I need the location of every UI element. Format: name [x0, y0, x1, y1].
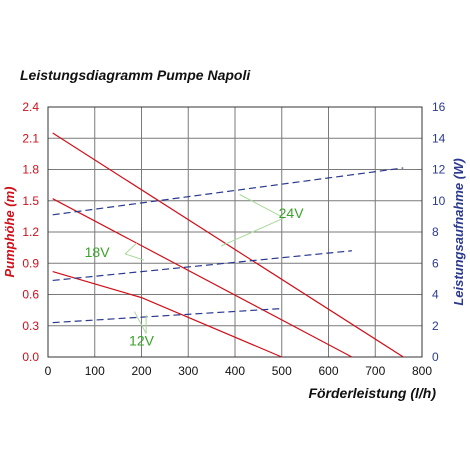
- head-curve-24v: [52, 132, 404, 358]
- head-curve-12v: [52, 271, 282, 358]
- annotation-leader-line: [124, 242, 138, 255]
- left-axis: 0.0 0.3 0.6 0.9 1.2 1.5 1.8 2.1 2.4: [22, 100, 39, 364]
- annotation-leader-line: [124, 253, 144, 261]
- x-axis-label: Förderleistung (l/h): [308, 385, 436, 401]
- annotation-leader-line: [239, 194, 285, 219]
- y-left-tick-label: 1.8: [22, 163, 39, 177]
- series-group: [52, 132, 404, 358]
- annotation-leader-line: [220, 217, 285, 247]
- power-curve-12v: [52, 307, 282, 324]
- x-tick-label: 400: [225, 364, 245, 378]
- y-left-tick-label: 1.2: [22, 225, 39, 239]
- plot-frame: [47, 106, 423, 358]
- annotation-leader-line: [134, 311, 147, 334]
- y-left-tick-label: 2.4: [22, 100, 39, 114]
- y-left-tick-label: 0.3: [22, 319, 39, 333]
- y-axis-label-left: Pumphöhe (m): [2, 187, 17, 278]
- power-curve-24v: [52, 167, 404, 216]
- y-axis-label-right: Leistungsaufnahme (W): [451, 158, 466, 305]
- x-tick-label: 500: [272, 364, 292, 378]
- annotation-label: 18V: [85, 244, 111, 260]
- annotation-label: 24V: [279, 205, 305, 221]
- x-tick-label: 100: [85, 364, 105, 378]
- y-left-tick-label: 1.5: [22, 194, 39, 208]
- y-left-tick-label: 0.0: [22, 350, 39, 364]
- y-left-tick-label: 0.6: [22, 288, 39, 302]
- chart-title: Leistungsdiagramm Pumpe Napoli: [20, 67, 251, 83]
- x-tick-label: 0: [45, 364, 52, 378]
- y-right-tick-label: 8: [432, 225, 439, 239]
- x-tick-label: 700: [365, 364, 385, 378]
- x-tick-label: 800: [412, 364, 432, 378]
- y-right-tick-label: 6: [432, 256, 439, 270]
- y-right-tick-label: 14: [432, 131, 446, 145]
- head-curve-18v: [52, 198, 353, 358]
- right-axis: 0 2 4 6 8 10 12 14 16: [432, 100, 446, 364]
- power-curve-18v: [52, 250, 352, 282]
- annotations: 24V 18V 12V: [85, 194, 305, 348]
- annotation-label: 12V: [129, 332, 155, 348]
- x-axis: 0 100 200 300 400 500 600 700 800: [45, 364, 433, 378]
- x-tick-label: 300: [178, 364, 198, 378]
- y-right-tick-label: 0: [432, 350, 439, 364]
- y-left-tick-label: 2.1: [22, 131, 39, 145]
- y-left-tick-label: 0.9: [22, 256, 39, 270]
- grid: [48, 107, 422, 357]
- x-tick-label: 600: [318, 364, 338, 378]
- y-right-tick-label: 4: [432, 288, 439, 302]
- x-tick-label: 200: [131, 364, 151, 378]
- y-right-tick-label: 12: [432, 163, 446, 177]
- y-right-tick-label: 10: [432, 194, 446, 208]
- y-right-tick-label: 2: [432, 319, 439, 333]
- y-right-tick-label: 16: [432, 100, 446, 114]
